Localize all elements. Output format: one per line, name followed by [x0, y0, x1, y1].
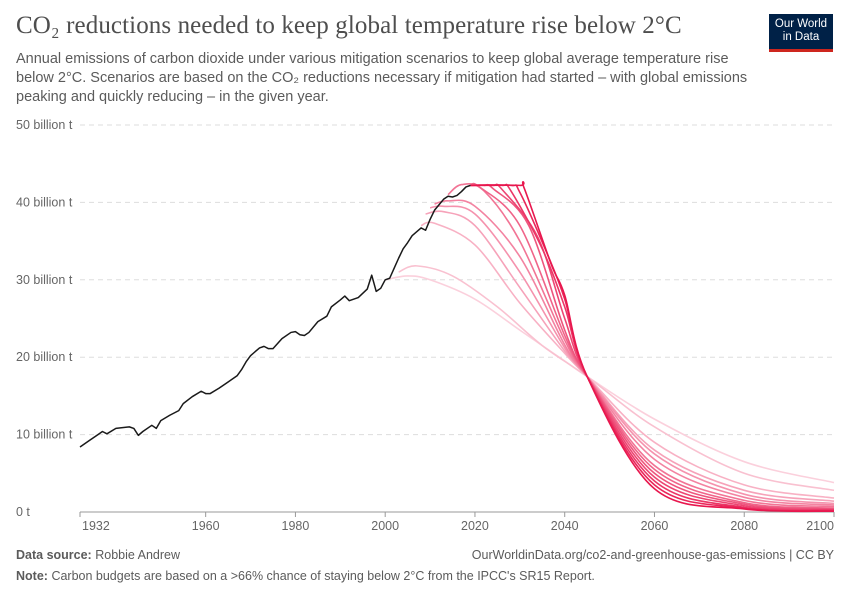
chart-title: CO₂ reductions needed to keep global tem… — [16, 12, 682, 39]
source-value: Robbie Andrew — [95, 548, 180, 562]
x-tick-label: 1980 — [282, 519, 310, 533]
source-label: Data source: — [16, 548, 92, 562]
scenario-line — [470, 184, 835, 512]
scenario-line — [429, 205, 835, 505]
x-tick-label: 1960 — [192, 519, 220, 533]
y-tick-label: 50 billion t — [16, 118, 73, 132]
scenario-line — [425, 210, 835, 502]
scenario-line — [470, 183, 835, 511]
x-tick-label: 1932 — [82, 519, 110, 533]
scenario-line — [420, 221, 835, 499]
scenario-line — [470, 183, 835, 510]
y-tick-label: 30 billion t — [16, 273, 73, 287]
note-label: Note: — [16, 569, 48, 583]
scenario-line — [385, 275, 835, 484]
x-tick-label: 2100 — [806, 519, 834, 533]
scenario-line — [470, 183, 835, 512]
scenario-line — [470, 182, 835, 509]
historical-line — [79, 184, 471, 448]
footnote: Note: Carbon budgets are based on a >66%… — [16, 569, 595, 583]
owid-logo[interactable]: Our World in Data — [769, 14, 833, 52]
y-tick-label: 10 billion t — [16, 428, 73, 442]
x-tick-label: 2020 — [461, 519, 489, 533]
x-tick-label: 2080 — [730, 519, 758, 533]
y-tick-label: 20 billion t — [16, 350, 73, 364]
x-tick-label: 2060 — [641, 519, 669, 533]
logo-text: Our World in Data — [774, 18, 828, 43]
scenario-line — [447, 182, 835, 508]
scenario-line — [398, 265, 835, 492]
source-url[interactable]: OurWorldinData.org/co2-and-greenhouse-ga… — [471, 548, 834, 562]
y-tick-label: 0 t — [16, 505, 30, 519]
scenario-line — [470, 181, 835, 513]
data-source: Data source: Robbie Andrew — [16, 548, 180, 562]
note-text: Carbon budgets are based on a >66% chanc… — [51, 569, 595, 583]
x-tick-label: 2000 — [371, 519, 399, 533]
scenario-line — [434, 199, 835, 506]
y-tick-label: 40 billion t — [16, 195, 73, 209]
x-tick-label: 2040 — [551, 519, 579, 533]
chart-subtitle: Annual emissions of carbon dioxide under… — [16, 51, 748, 105]
